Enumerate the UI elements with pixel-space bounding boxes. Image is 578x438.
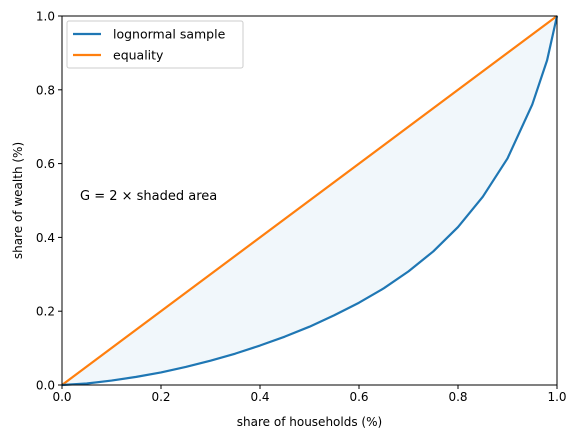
y-tick-label: 0.6 [36, 157, 55, 171]
y-axis-label: share of wealth (%) [11, 142, 25, 259]
x-tick-label: 1.0 [547, 390, 566, 404]
gini-annotation: G = 2 × shaded area [80, 189, 217, 204]
x-tick-label: 0.4 [250, 390, 269, 404]
y-tick-label: 1.0 [36, 10, 55, 24]
x-axis-label: share of households (%) [237, 415, 382, 429]
y-tick-label: 0.2 [36, 305, 55, 319]
x-tick-label: 0.6 [349, 390, 368, 404]
x-tick-label: 0.2 [151, 390, 170, 404]
lognormal-curve [61, 15, 559, 387]
legend: lognormal sample equality [66, 20, 244, 69]
y-tick-label: 0.4 [36, 231, 55, 245]
plot-frame [61, 15, 558, 386]
y-tick-label: 0.0 [36, 379, 55, 393]
series-layer [61, 15, 559, 387]
y-axis: 0.0 0.2 0.4 0.6 0.8 1.0 [36, 10, 62, 393]
legend-label-lognormal: lognormal sample [113, 27, 226, 42]
equality-line [61, 15, 558, 386]
y-tick-label: 0.8 [36, 83, 55, 97]
legend-box [66, 20, 244, 69]
legend-label-equality: equality [113, 48, 164, 63]
x-tick-label: 0.8 [448, 390, 467, 404]
x-tick-label: 0.0 [52, 390, 71, 404]
x-axis: 0.0 0.2 0.4 0.6 0.8 1.0 [52, 385, 567, 404]
